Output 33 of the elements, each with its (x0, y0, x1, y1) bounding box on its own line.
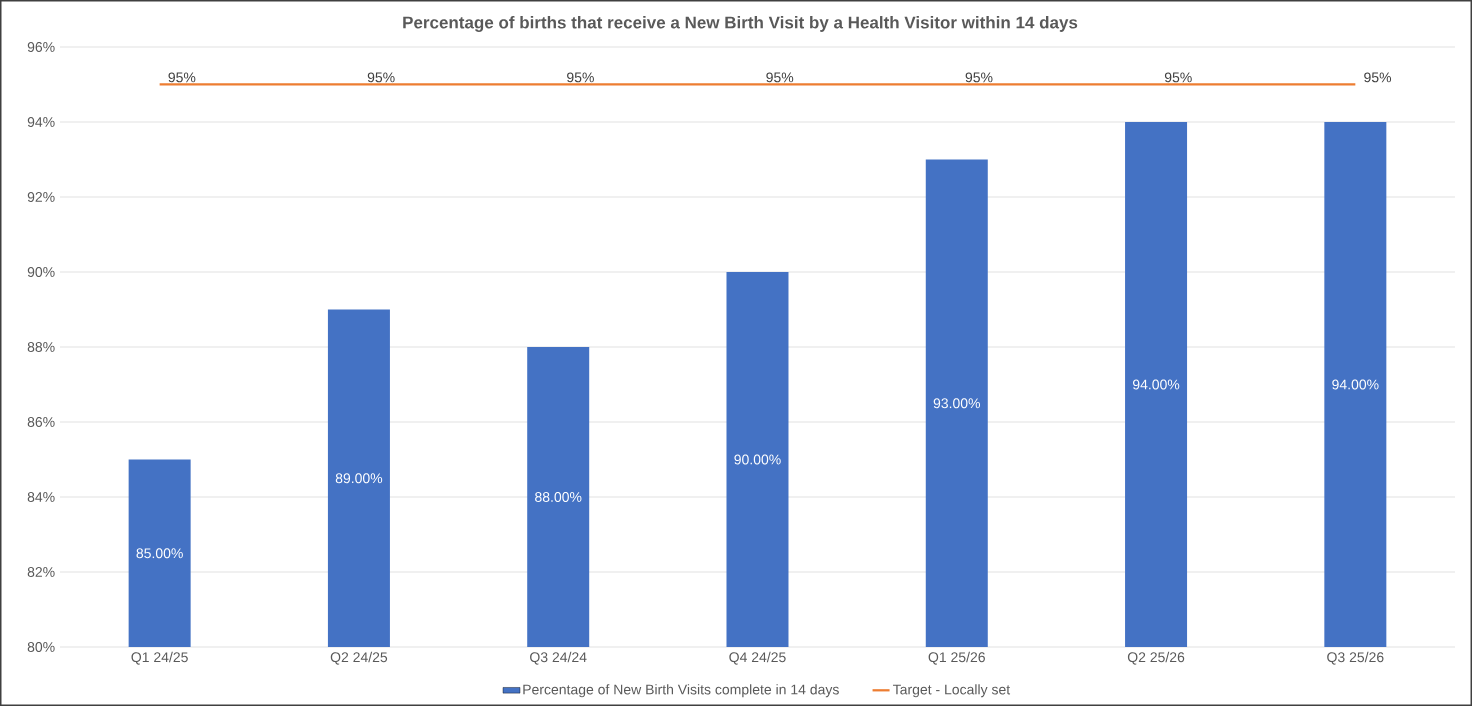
y-tick-label: 80% (27, 642, 55, 652)
x-tick-label: Q3 25/26 (1327, 651, 1384, 665)
data-label: 95% (567, 72, 594, 83)
x-tick-label: Q1 25/26 (928, 651, 985, 665)
x-tick-label: Q2 25/26 (1127, 651, 1185, 665)
data-label: 95% (766, 72, 794, 83)
chart-title: Percentage of births that receive a New Birth Visit by a Health Visitor within 14 days (403, 16, 1078, 32)
y-tick-label: 96% (27, 42, 55, 52)
data-label: 90.00% (734, 454, 781, 465)
y-tick-label: 86% (27, 417, 55, 427)
data-label: 88.00% (535, 492, 582, 502)
data-label: 94.00% (1132, 379, 1180, 390)
data-label: 95% (367, 72, 395, 83)
y-tick-label: 84% (27, 492, 55, 502)
x-tick-label: Q4 24/25 (729, 651, 786, 665)
data-label: 95% (168, 72, 196, 83)
data-label: 85.00% (136, 548, 183, 559)
x-tick-label: Q2 24/25 (330, 651, 388, 665)
y-tick-label: 90% (27, 267, 55, 277)
y-tick-label: 88% (27, 342, 55, 352)
data-label: 95% (1364, 72, 1392, 83)
data-label: 95% (965, 72, 993, 83)
y-tick-label: 92% (27, 192, 55, 202)
x-tick-label: Q3 24/24 (530, 651, 587, 665)
x-tick-label: Q1 24/25 (131, 651, 188, 665)
y-tick-label: 94% (27, 117, 55, 127)
data-label: 94.00% (1332, 379, 1379, 390)
data-label: 93.00% (933, 398, 981, 409)
legend-label: Target - Locally set (892, 684, 1011, 698)
data-label: 95% (1164, 72, 1192, 83)
legend-label: Percentage of New Birth Visits complete in 14 days (523, 684, 839, 698)
y-tick-label: 82% (27, 567, 55, 577)
data-label: 89.00% (335, 473, 383, 484)
